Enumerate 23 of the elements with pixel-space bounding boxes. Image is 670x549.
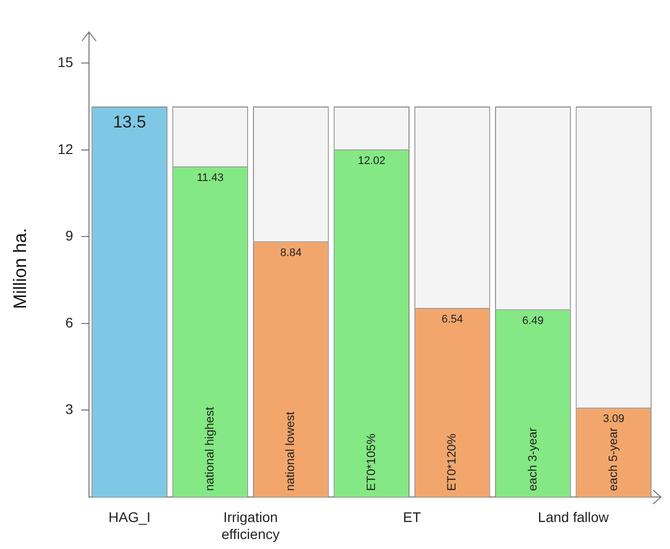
y-tick-label: 15 [58, 54, 74, 70]
annotation: each 5-year [606, 428, 620, 491]
annotation: ET0*120% [444, 433, 459, 491]
data-label: 6.54 [442, 313, 463, 326]
data-label: 11.43 [196, 172, 224, 184]
y-tick-label: 9 [65, 228, 74, 244]
annotation: ET0*105% [364, 433, 378, 491]
annotation: national highest [202, 406, 217, 491]
x-tick-label: ET [402, 508, 422, 525]
annotation: each 3-year [525, 428, 540, 491]
x-tick-label: Irrigation efficiency [221, 508, 280, 542]
data-label: 13.5 [112, 112, 146, 132]
data-label: 12.02 [358, 154, 386, 167]
y-tick-label: 6 [65, 314, 74, 330]
annotation: national lowest [283, 410, 298, 491]
y-tick-label: 12 [58, 140, 74, 157]
data-label: 6.49 [522, 314, 544, 327]
data-label: 8.84 [280, 246, 302, 259]
x-tick-label: HAG_I [108, 508, 151, 525]
data-label: 3.09 [602, 413, 624, 426]
y-tick-label: 3 [65, 401, 74, 418]
y-axis-title: Million ha. [10, 228, 30, 310]
x-tick-label: Land fallow [538, 508, 610, 525]
